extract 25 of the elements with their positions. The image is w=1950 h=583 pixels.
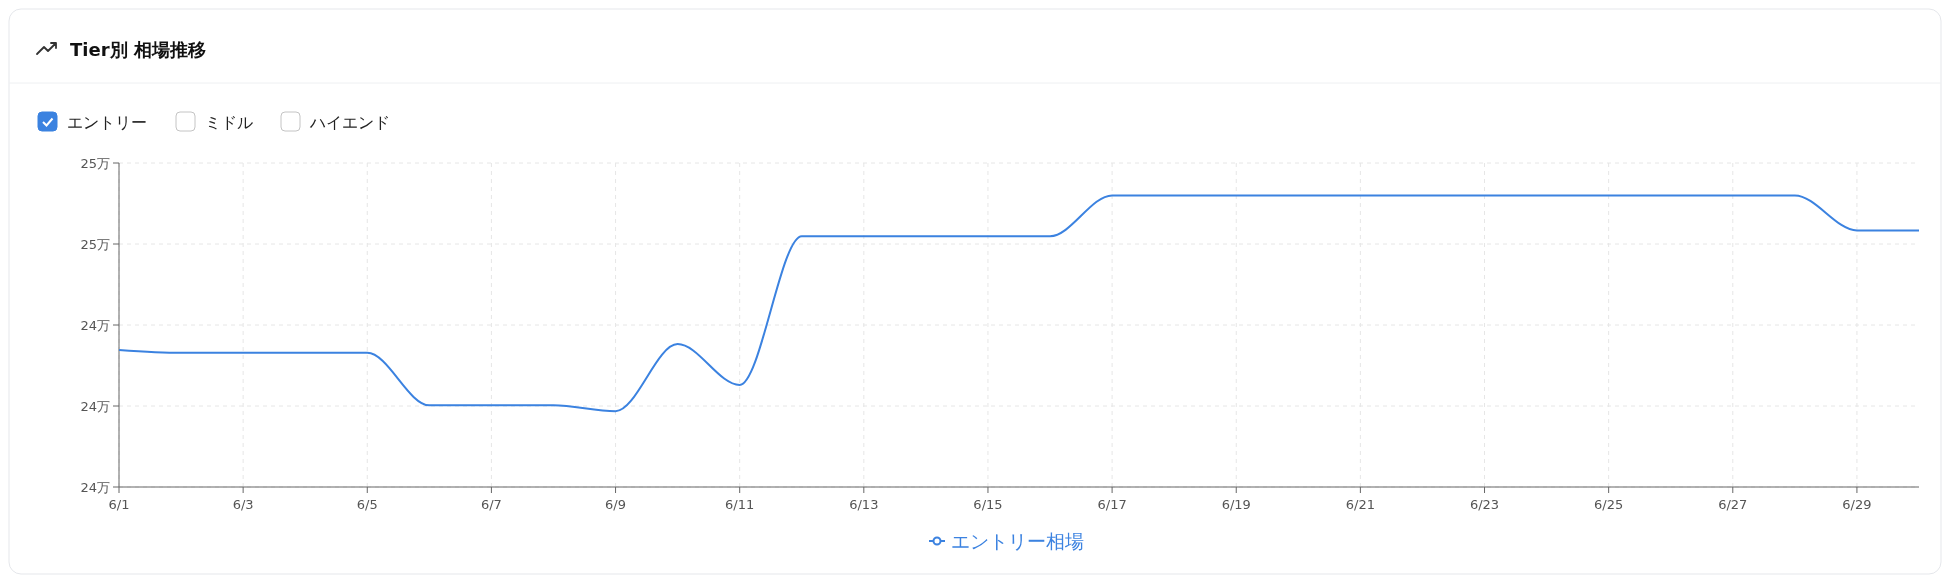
x-tick-label: 6/1 <box>108 497 130 512</box>
x-tick-label: 6/25 <box>1594 497 1624 512</box>
text: ハイエンド <box>309 113 390 132</box>
x-tick-label: 6/9 <box>605 497 627 512</box>
x-tick-label: 6/23 <box>1469 497 1500 512</box>
text: 24万 <box>80 318 110 333</box>
x-tick-label: 6/19 <box>1221 497 1251 512</box>
x-tick-label: 6/3 <box>232 497 254 512</box>
x-tick-label: 6/11 <box>725 497 755 512</box>
text: 24万 <box>80 480 110 495</box>
x-tick-label: 6/13 <box>849 497 879 512</box>
text: ミドル <box>205 113 253 132</box>
text: 25万 <box>80 237 110 252</box>
chart-title: Tier別 相場推移 <box>70 39 206 60</box>
x-tick-label: 6/29 <box>1842 497 1872 512</box>
text: 24万 <box>80 399 110 414</box>
legend-label: エントリー相場 <box>951 530 1084 552</box>
text: エントリー <box>67 113 147 132</box>
x-tick-label: 6/15 <box>973 497 1003 512</box>
x-tick-label: 6/17 <box>1097 497 1127 512</box>
x-tick-label: 6/7 <box>480 497 502 512</box>
x-tick-label: 6/5 <box>356 497 378 512</box>
x-tick-label: 6/21 <box>1345 497 1375 512</box>
text: 25万 <box>80 156 110 171</box>
x-tick-label: 6/27 <box>1718 497 1748 512</box>
